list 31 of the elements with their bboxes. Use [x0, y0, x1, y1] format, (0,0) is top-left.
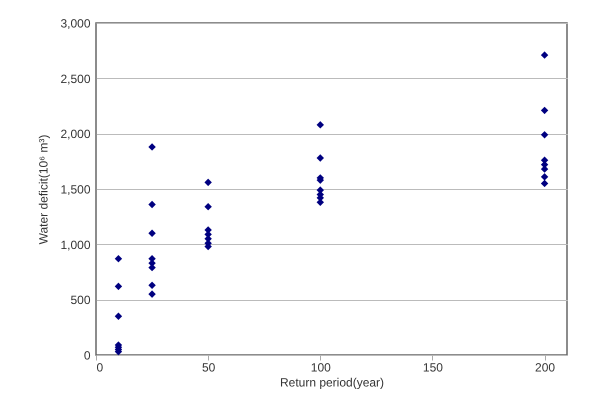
point	[540, 106, 548, 114]
y-tick-label: 2,500	[60, 72, 91, 86]
point	[204, 203, 212, 210]
y-tick-label: 1,000	[60, 238, 91, 252]
y-tick-label: 2,000	[60, 127, 91, 142]
point	[148, 282, 156, 289]
point	[114, 312, 122, 320]
x-tick-label: 150	[422, 360, 444, 374]
point	[148, 143, 156, 151]
point	[316, 121, 324, 129]
y-tick-label: 0	[84, 348, 91, 362]
point	[540, 51, 548, 59]
point	[114, 255, 122, 262]
point	[316, 154, 324, 162]
point	[148, 290, 156, 298]
y-axis-title: Water deficit(10⁶ m³)	[36, 134, 50, 244]
point	[148, 230, 156, 237]
y-tick-label: 1,500	[60, 182, 91, 196]
x-tick-label: 50	[202, 360, 216, 374]
x-tick-label: 0	[96, 360, 104, 374]
point	[540, 173, 548, 181]
y-tick-label: 500	[70, 293, 91, 308]
point	[148, 200, 156, 208]
point	[204, 178, 212, 186]
x-axis-title: Return period(year)	[280, 376, 384, 390]
x-tick-label: 200	[535, 360, 556, 374]
point	[540, 180, 548, 188]
x-tick-label: 100	[310, 360, 332, 374]
y-tick-label: 3,000	[60, 16, 91, 30]
point	[114, 282, 122, 290]
point	[540, 131, 548, 138]
